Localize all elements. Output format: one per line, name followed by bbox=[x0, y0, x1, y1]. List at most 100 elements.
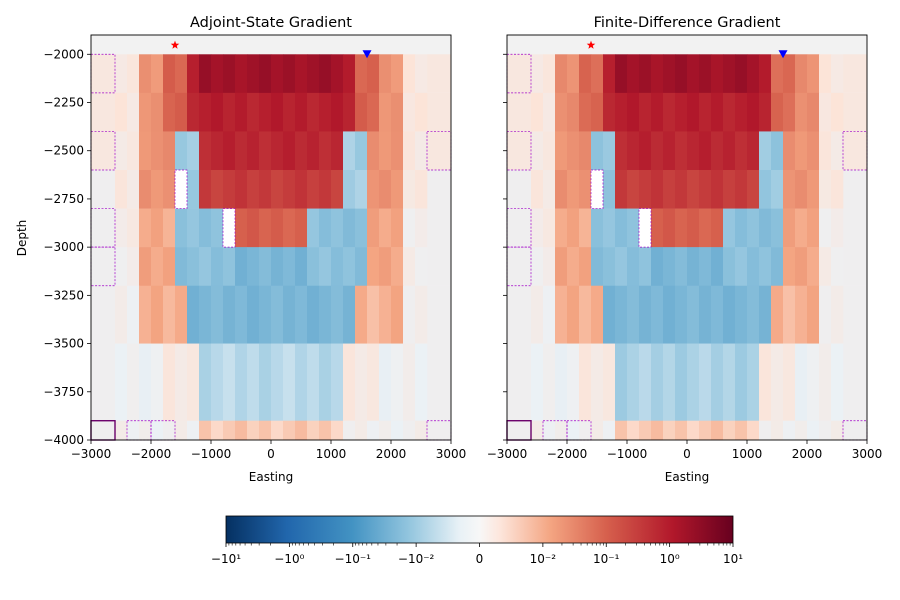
heatmap-cell bbox=[507, 343, 531, 421]
heatmap-cell bbox=[699, 54, 712, 94]
heatmap-cell bbox=[139, 285, 152, 344]
heatmap-cell bbox=[627, 420, 640, 441]
heatmap-cell bbox=[187, 343, 200, 422]
heatmap-cell bbox=[543, 92, 556, 132]
mesh-cell-outline bbox=[150, 420, 176, 441]
heatmap-cell bbox=[759, 343, 772, 422]
y-tick-label: −3000 bbox=[43, 240, 84, 254]
x-tick-label: 3000 bbox=[436, 447, 467, 461]
heatmap-cell bbox=[235, 247, 248, 287]
heatmap-cell bbox=[295, 92, 308, 132]
heatmap-cell bbox=[319, 208, 332, 248]
heatmap-cell bbox=[175, 247, 188, 287]
heatmap-cell bbox=[187, 54, 200, 94]
heatmap-cell bbox=[403, 208, 416, 248]
heatmap-cell bbox=[367, 343, 380, 422]
markers bbox=[170, 40, 372, 59]
heatmap-cell bbox=[831, 131, 844, 171]
heatmap-cell bbox=[819, 285, 832, 344]
heatmap-cell bbox=[367, 131, 380, 171]
heatmap-cell bbox=[795, 54, 808, 94]
mesh-cell-outline bbox=[542, 420, 568, 441]
heatmap-cell bbox=[819, 208, 832, 248]
heatmap-cell bbox=[343, 343, 356, 422]
colorbar-tick-label: −10¹ bbox=[211, 552, 241, 566]
heatmap-cell bbox=[783, 54, 796, 94]
heatmap-cell bbox=[555, 170, 568, 209]
heatmap-cell bbox=[615, 208, 628, 248]
heatmap-cell bbox=[211, 131, 224, 171]
heatmap-cell bbox=[807, 343, 820, 422]
heatmap-cell bbox=[379, 92, 392, 132]
x-tick-label: −3000 bbox=[487, 447, 528, 461]
heatmap-cell bbox=[91, 285, 115, 344]
colorbar-tick-label: 0 bbox=[476, 552, 484, 566]
heatmap-cell bbox=[759, 208, 772, 248]
heatmap-cell bbox=[199, 54, 212, 94]
heatmap-cell bbox=[343, 208, 356, 248]
heatmap-cell bbox=[367, 285, 380, 344]
heatmap-cell bbox=[603, 131, 616, 171]
heatmap-cell bbox=[247, 285, 260, 344]
heatmap-cell bbox=[591, 131, 604, 171]
heatmap-cell bbox=[163, 54, 176, 94]
heatmap-cell bbox=[175, 208, 188, 248]
heatmap-cell bbox=[723, 420, 736, 441]
heatmap-cell bbox=[615, 247, 628, 287]
colorbar-tick-label: −10⁻¹ bbox=[335, 552, 372, 566]
heatmap-cell bbox=[615, 285, 628, 344]
colorbar-ticks: −10¹ −10⁰ −10⁻¹ −10⁻² 0 10⁻² 10⁻¹ 10⁰ 10¹ bbox=[211, 543, 743, 566]
heatmap-cell bbox=[723, 131, 736, 171]
heatmap-cell bbox=[295, 54, 308, 94]
heatmap-cell bbox=[199, 343, 212, 422]
heatmap-cell bbox=[759, 247, 772, 287]
heatmap-cell bbox=[391, 420, 404, 441]
heatmap-cell bbox=[247, 343, 260, 422]
heatmap-cell bbox=[663, 247, 676, 287]
heatmap-cell bbox=[379, 247, 392, 287]
colorbar-tick-label: 10⁻² bbox=[530, 552, 557, 566]
heatmap-cell bbox=[843, 247, 867, 286]
heatmap-cell bbox=[843, 54, 867, 93]
heatmap-cell bbox=[247, 131, 260, 171]
heatmap-cell bbox=[771, 247, 784, 287]
heatmap-cell bbox=[415, 54, 428, 94]
heatmap-cell bbox=[783, 247, 796, 287]
heatmap-cell bbox=[247, 54, 260, 94]
heatmap-cell bbox=[139, 208, 152, 248]
heatmap-cell bbox=[427, 420, 451, 440]
heatmap-cell bbox=[795, 343, 808, 422]
heatmap-cell bbox=[223, 131, 236, 171]
heatmap-cell bbox=[163, 170, 176, 209]
heatmap-cell bbox=[187, 92, 200, 132]
heatmap-cell bbox=[223, 92, 236, 132]
heatmap-cell bbox=[415, 420, 428, 441]
x-ticks: −3000 −2000 −1000 0 1000 2000 3000 bbox=[71, 440, 467, 461]
heatmap-cell bbox=[687, 92, 700, 132]
heatmap-cell bbox=[675, 170, 688, 209]
heatmap-cell bbox=[747, 92, 760, 132]
heatmap-cell bbox=[403, 343, 416, 422]
heatmap-cell bbox=[639, 131, 652, 171]
heatmap-cell bbox=[651, 170, 664, 209]
heatmap-cell bbox=[175, 54, 188, 94]
heatmap-cell bbox=[543, 170, 556, 209]
panel-title: Adjoint-State Gradient bbox=[190, 15, 352, 31]
heatmap-cell bbox=[235, 285, 248, 344]
finite-difference-panel: Finite-Difference Gradient −3000 −2000 −10… bbox=[487, 15, 883, 484]
heatmap-cell bbox=[115, 170, 128, 209]
heatmap-cell bbox=[259, 54, 272, 94]
heatmap-cell bbox=[199, 420, 212, 441]
heatmap-cell bbox=[831, 92, 844, 132]
heatmap-cell bbox=[531, 131, 544, 171]
y-tick-label: −2500 bbox=[43, 144, 84, 158]
heatmap-cell bbox=[663, 131, 676, 171]
heatmap-cell bbox=[567, 131, 580, 171]
heatmap-cell bbox=[819, 420, 832, 441]
receiver-triangle-marker bbox=[362, 50, 372, 59]
heatmap-cell bbox=[555, 54, 568, 94]
heatmap-cells bbox=[91, 35, 451, 441]
heatmap-cell bbox=[807, 208, 820, 248]
heatmap-cell bbox=[223, 170, 236, 209]
heatmap-cell bbox=[663, 208, 676, 248]
